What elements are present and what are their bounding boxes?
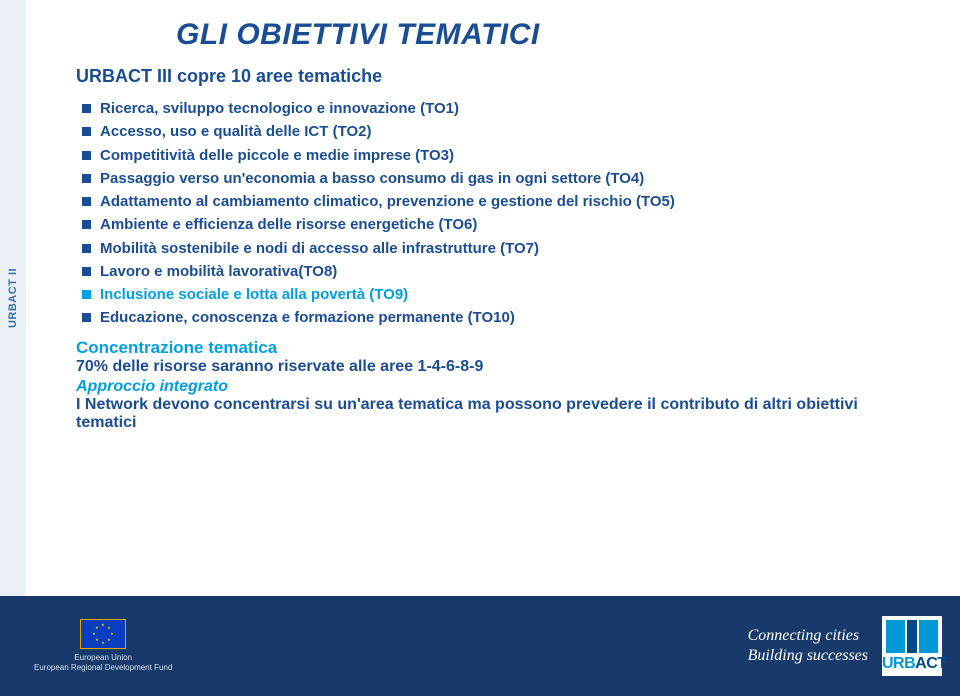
eu-block: ★ ★ ★ ★ ★ ★ ★ ★ European Union European …	[34, 619, 172, 672]
concentration-sub: Approccio integrato	[76, 378, 920, 396]
list-item: Educazione, conoscenza e formazione perm…	[76, 306, 920, 329]
concentration-body: 70% delle risorse saranno riservate alle…	[76, 358, 920, 376]
slide-content: GLI OBIETTIVI TEMATICI URBACT III copre …	[26, 0, 960, 596]
urbact-logo-icon: URBACT	[882, 616, 942, 676]
list-item: Mobilità sostenibile e nodi di accesso a…	[76, 237, 920, 260]
sidebar-label: URBACT II	[7, 268, 19, 328]
list-item-highlight: Inclusione sociale e lotta alla povertà …	[76, 283, 920, 306]
tagline-line2: Building successes	[748, 646, 868, 666]
network-note: I Network devono concentrarsi su un'area…	[76, 396, 920, 432]
sidebar: URBACT II	[0, 0, 26, 596]
eu-line1: European Union	[34, 653, 172, 663]
bullet-list: Ricerca, sviluppo tecnologico e innovazi…	[76, 97, 920, 330]
eu-line2: European Regional Development Fund	[34, 663, 172, 673]
list-item: Ambiente e efficienza delle risorse ener…	[76, 213, 920, 236]
footer: ★ ★ ★ ★ ★ ★ ★ ★ European Union European …	[0, 596, 960, 696]
eu-flag-icon: ★ ★ ★ ★ ★ ★ ★ ★	[80, 619, 126, 649]
concentration-head: Concentrazione tematica	[76, 338, 920, 358]
logo-word: ACT	[915, 655, 946, 672]
footer-tagline: Connecting cities Building successes URB…	[748, 616, 942, 676]
eu-text: European Union European Regional Develop…	[34, 653, 172, 672]
list-item: Accesso, uso e qualità delle ICT (TO2)	[76, 120, 920, 143]
slide-subtitle: URBACT III copre 10 aree tematiche	[76, 66, 920, 87]
list-item: Lavoro e mobilità lavorativa(TO8)	[76, 260, 920, 283]
list-item: Adattamento al cambiamento climatico, pr…	[76, 190, 920, 213]
list-item: Ricerca, sviluppo tecnologico e innovazi…	[76, 97, 920, 120]
tagline-line1: Connecting cities	[748, 626, 868, 646]
list-item: Passaggio verso un'economia a basso cons…	[76, 167, 920, 190]
list-item: Competitività delle piccole e medie impr…	[76, 144, 920, 167]
tagline-text: Connecting cities Building successes	[748, 626, 868, 666]
slide-title: GLI OBIETTIVI TEMATICI	[176, 18, 920, 52]
